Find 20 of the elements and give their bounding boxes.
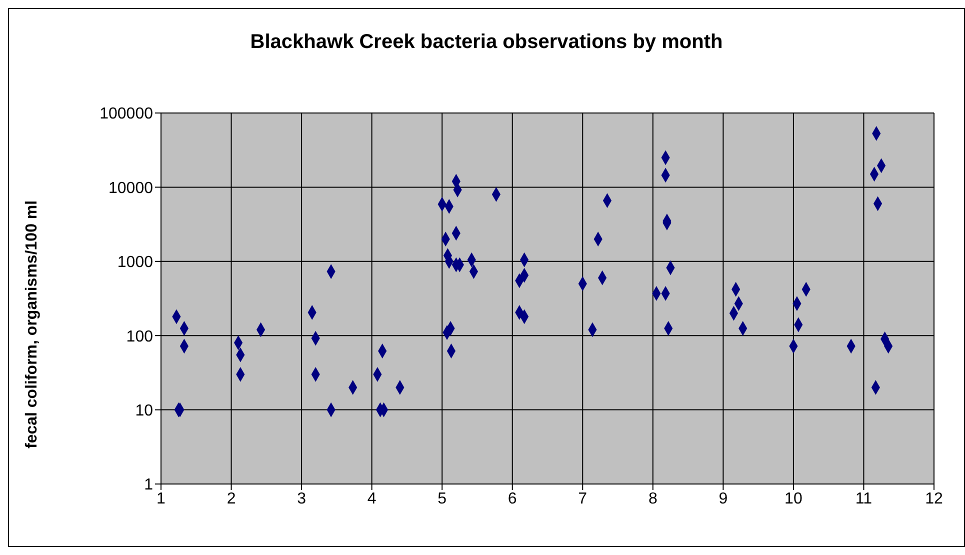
- y-tick-label: 1: [144, 476, 154, 494]
- x-tick-label: 9: [718, 490, 728, 508]
- chart-title: Blackhawk Creek bacteria observations by month: [249, 31, 724, 54]
- x-tick-label: 10: [784, 490, 802, 508]
- x-tick-label: 1: [156, 490, 166, 508]
- x-tick-label: 4: [367, 490, 376, 508]
- y-tick-label: 10: [135, 402, 154, 420]
- x-tick-label: 11: [855, 490, 872, 508]
- x-tick-label: 7: [578, 490, 588, 508]
- y-tick-label: 10000: [108, 180, 154, 197]
- x-tick-label: 6: [508, 490, 517, 508]
- y-tick-label: 1000: [117, 254, 154, 272]
- x-tick-label: 5: [438, 490, 447, 508]
- x-tick-label: 12: [925, 490, 943, 508]
- x-tick-label: 3: [297, 490, 306, 508]
- x-tick-label: 2: [226, 490, 236, 508]
- y-axis-title: fecal coliform, organisms/100 ml: [24, 200, 41, 448]
- y-tick-label: 100: [126, 328, 154, 346]
- x-tick-label: 8: [648, 490, 658, 508]
- y-tick-label: 100000: [100, 106, 154, 123]
